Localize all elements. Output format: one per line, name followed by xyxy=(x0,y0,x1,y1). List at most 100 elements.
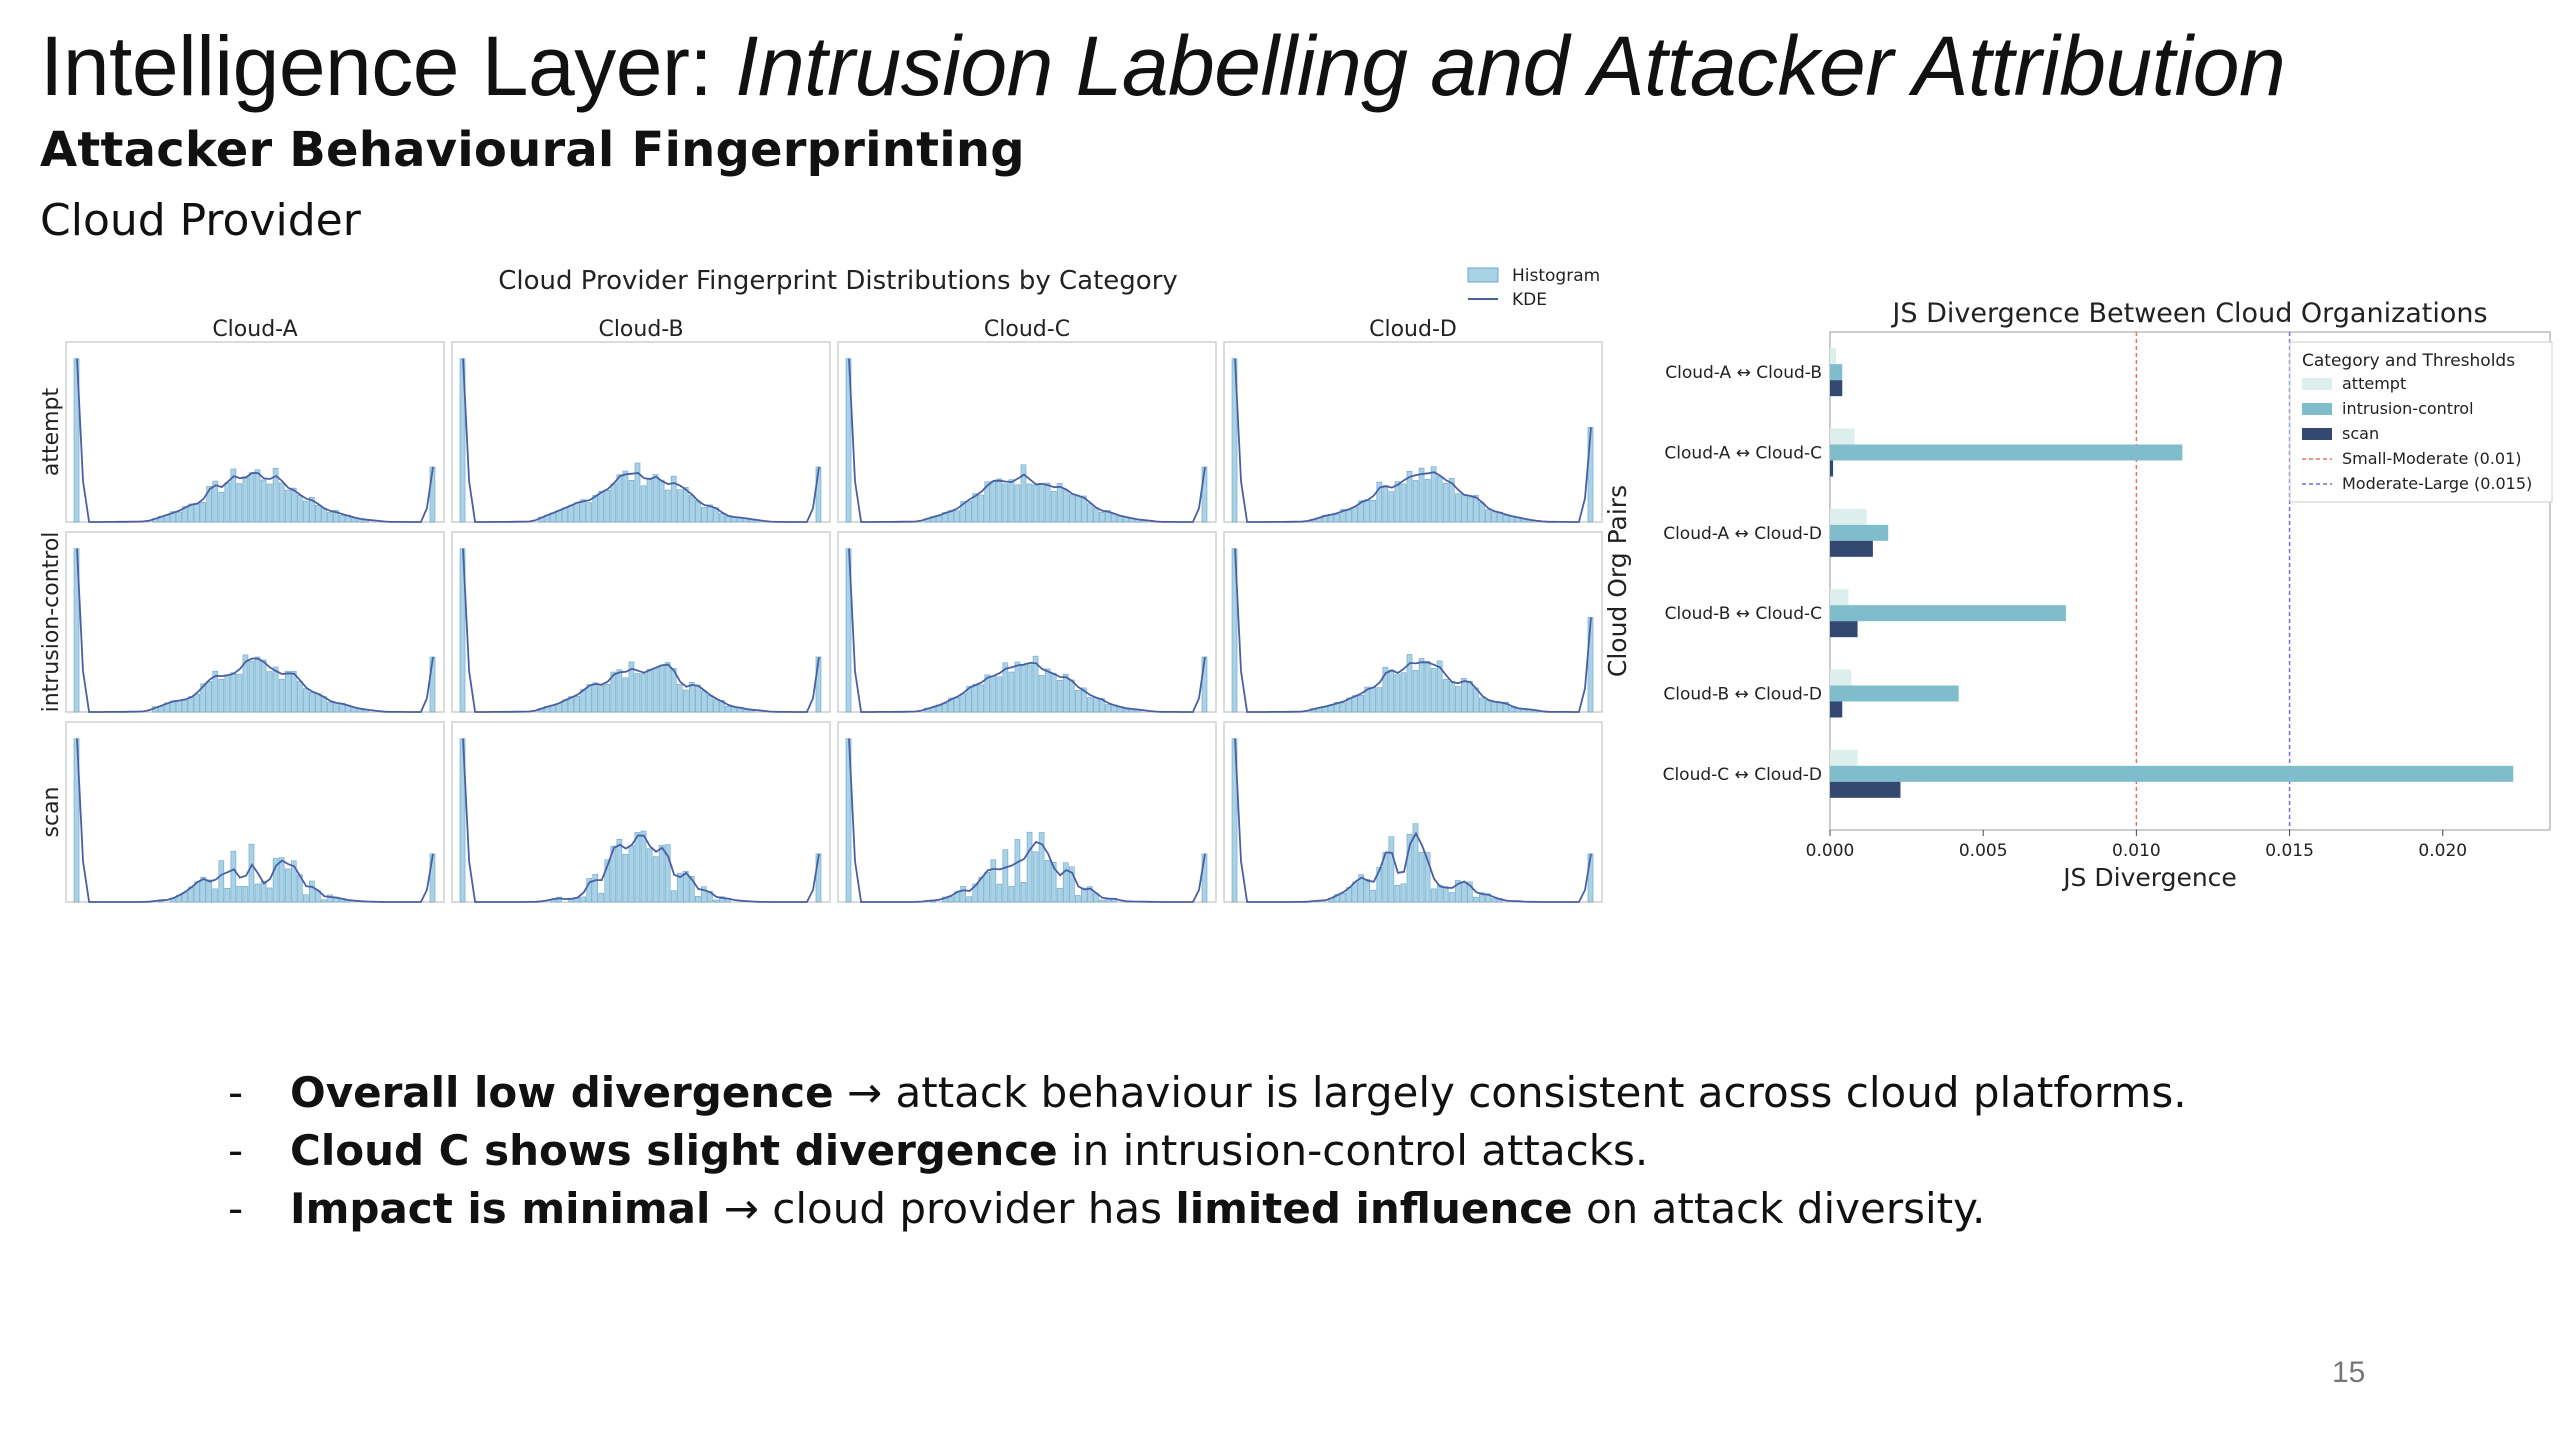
hist-bar xyxy=(1370,889,1377,903)
legend-series-label: scan xyxy=(2342,424,2379,443)
hist-panel xyxy=(1223,721,1603,903)
hist-bar xyxy=(1038,483,1045,523)
hist-bar xyxy=(1352,506,1358,523)
js-divergence-chart: JS Divergence Between Cloud Organization… xyxy=(1603,298,2553,892)
hist-bar xyxy=(212,888,219,903)
pair-label: Cloud-C ↔ Cloud-D xyxy=(1663,765,1822,785)
hist-bar xyxy=(1412,669,1419,713)
hist-bar xyxy=(73,738,80,903)
hist-bar xyxy=(290,487,297,523)
hist-bar xyxy=(315,504,321,523)
hist-bar xyxy=(1442,483,1449,523)
hist-bar xyxy=(254,469,261,523)
hist-bar xyxy=(1400,483,1407,523)
js-bar xyxy=(1830,364,1843,381)
hist-bar xyxy=(719,513,725,523)
hist-bar xyxy=(990,480,997,523)
hist-bar xyxy=(1026,831,1033,903)
hist-bar xyxy=(1056,887,1063,903)
hist-bar xyxy=(978,684,985,713)
js-bar xyxy=(1830,605,2066,622)
hist-bar xyxy=(586,502,593,523)
hist-bar xyxy=(1358,874,1365,903)
hist-bar xyxy=(1008,479,1015,523)
hist-bar xyxy=(290,860,297,903)
bullet-tail: on attack diversity. xyxy=(1572,1184,1986,1233)
x-tick-label: 0.015 xyxy=(2265,841,2314,861)
hist-bar xyxy=(996,478,1003,523)
hist-bar xyxy=(1394,674,1401,713)
legend-threshold-label: Moderate-Large (0.015) xyxy=(2342,474,2532,493)
hist-bar xyxy=(1376,481,1383,523)
hist-bar xyxy=(278,857,285,903)
hist-bar xyxy=(224,482,231,523)
hist-bar xyxy=(236,673,243,713)
legend-swatch xyxy=(2302,428,2332,440)
hist-bar xyxy=(1050,673,1057,713)
hist-bar xyxy=(308,497,315,523)
hist-bar xyxy=(254,656,261,713)
hist-bar xyxy=(592,874,599,903)
hist-bar xyxy=(1485,699,1491,713)
hist-bar xyxy=(1460,678,1467,713)
hist-bar xyxy=(1424,478,1431,523)
hist-bar xyxy=(978,494,985,523)
hist-bar xyxy=(996,883,1003,903)
hist-bar xyxy=(1400,672,1407,713)
hist-bar xyxy=(948,896,954,903)
hist-bar xyxy=(628,661,635,713)
hist-column-label: Cloud-A xyxy=(212,317,297,342)
x-tick-label: 0.010 xyxy=(2112,841,2161,861)
hist-bar xyxy=(568,696,574,713)
hist-bar xyxy=(327,894,333,903)
hist-bar xyxy=(1406,833,1413,903)
x-tick-label: 0.020 xyxy=(2418,841,2467,861)
hist-column-label: Cloud-D xyxy=(1369,317,1457,342)
bullet-item: - Impact is minimal → cloud provider has… xyxy=(228,1184,2187,1242)
pair-label: Cloud-B ↔ Cloud-C xyxy=(1665,604,1822,624)
hist-bar xyxy=(284,489,291,523)
legend-histogram-label: Histogram xyxy=(1512,266,1600,286)
hist-bar xyxy=(1062,673,1069,713)
hist-bar xyxy=(598,892,605,903)
hist-bar xyxy=(1418,467,1425,523)
kde-curve xyxy=(848,738,1206,903)
hist-bar xyxy=(1479,697,1485,713)
hist-bar xyxy=(1467,496,1473,523)
hist-bar xyxy=(610,845,617,903)
hist-bar xyxy=(200,876,207,903)
hist-bar xyxy=(254,883,261,903)
legend-histogram-swatch xyxy=(1467,267,1499,283)
hist-bar xyxy=(333,702,339,713)
hist-bar xyxy=(1376,687,1383,713)
hist-bar xyxy=(707,694,713,713)
hist-bar xyxy=(1473,495,1479,523)
hist-bar xyxy=(1388,491,1395,523)
bullet-sep xyxy=(1058,1126,1071,1175)
hist-bar xyxy=(598,685,605,713)
pair-label: Cloud-A ↔ Cloud-B xyxy=(1665,363,1822,383)
js-bar xyxy=(1830,444,2183,461)
hist-bar xyxy=(1454,493,1461,523)
hist-bar xyxy=(984,871,991,903)
hist-bar xyxy=(694,500,701,523)
hist-bar xyxy=(1436,475,1443,523)
hist-bar xyxy=(1032,851,1039,903)
hist-bar xyxy=(966,500,973,523)
bullet-text: in intrusion-control attacks. xyxy=(1070,1126,1649,1175)
hist-bar xyxy=(640,673,647,713)
hist-bar xyxy=(212,670,219,713)
js-bar xyxy=(1830,685,1959,702)
hist-bar xyxy=(1485,509,1491,523)
hist-bar xyxy=(670,475,677,523)
hist-bar xyxy=(459,548,466,713)
hist-bar xyxy=(315,693,321,713)
hist-bar xyxy=(224,674,231,713)
js-bar xyxy=(1830,524,1889,541)
hist-bar xyxy=(1032,655,1039,713)
hist-bar xyxy=(1358,695,1365,713)
hist-bar xyxy=(260,479,267,523)
hist-bar xyxy=(966,685,973,713)
hist-bar xyxy=(200,683,207,713)
bullet-item: - Cloud C shows slight divergence in int… xyxy=(228,1126,2187,1184)
